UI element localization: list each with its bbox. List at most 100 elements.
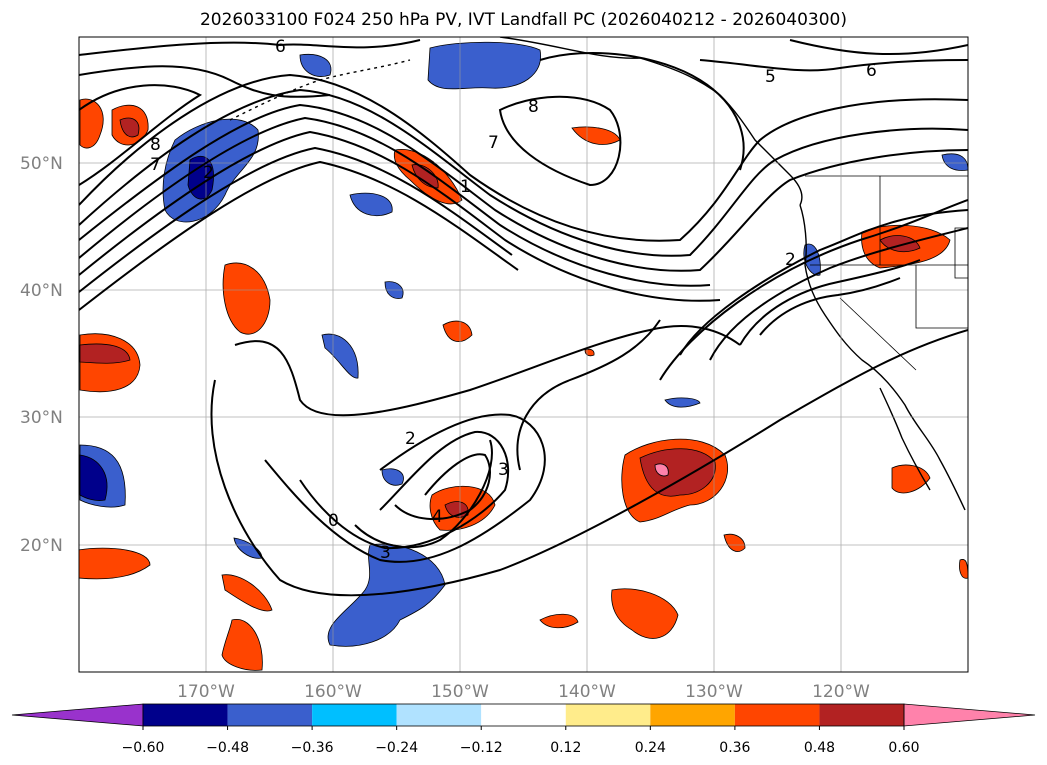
blob-orange bbox=[222, 262, 271, 335]
colorbar-tick-label: −0.24 bbox=[375, 740, 418, 756]
blob-orange bbox=[539, 613, 579, 629]
colorbar-tick-label: 0.36 bbox=[719, 740, 750, 756]
contour-line bbox=[79, 146, 513, 293]
colorbar-segment bbox=[481, 704, 566, 726]
lon-label-140w: 140°W bbox=[558, 682, 616, 702]
coastline-baja bbox=[879, 387, 931, 491]
contour-line bbox=[516, 319, 661, 471]
contour-line bbox=[354, 439, 493, 549]
colorbar-segment bbox=[565, 704, 651, 726]
contour-label: 0 bbox=[328, 511, 339, 531]
contour-line bbox=[79, 160, 519, 311]
lat-label-20: 20°N bbox=[20, 536, 63, 556]
blob-blue bbox=[233, 537, 263, 559]
borders bbox=[805, 175, 968, 371]
border-state-5 bbox=[954, 227, 968, 279]
colorbar-tick-label: 0.12 bbox=[550, 740, 581, 756]
colorbar-tick-label: −0.36 bbox=[291, 740, 334, 756]
lon-label-120w: 120°W bbox=[812, 682, 870, 702]
contour-line bbox=[739, 259, 921, 346]
lon-label-160w: 160°W bbox=[304, 682, 362, 702]
contour-line bbox=[498, 95, 622, 187]
contour-line bbox=[659, 199, 968, 381]
colorbar bbox=[11, 703, 1036, 727]
contour-label: 3 bbox=[498, 460, 509, 480]
blob-red bbox=[119, 117, 140, 138]
shaded-anomalies bbox=[79, 41, 968, 671]
coastlines bbox=[229, 37, 966, 511]
contour-line bbox=[789, 39, 968, 56]
colorbar-segment bbox=[396, 704, 482, 726]
colorbar-segment bbox=[734, 704, 820, 726]
contour-labels: 6 8 7 2 8 7 1 5 6 2 2 3 4 0 3 bbox=[150, 37, 877, 563]
colorbar-segment bbox=[819, 704, 904, 726]
colorbar-tick-label: 0.60 bbox=[888, 740, 919, 756]
lat-label-40: 40°N bbox=[20, 281, 63, 301]
blob-orange bbox=[723, 533, 746, 552]
coastline-westcoast bbox=[799, 204, 966, 511]
contour-label: 2 bbox=[203, 163, 214, 183]
border-state-3 bbox=[915, 265, 968, 329]
lon-labels: 170°W 160°W 150°W 140°W 130°W 120°W bbox=[177, 682, 870, 702]
lon-label-130w: 130°W bbox=[685, 682, 743, 702]
contour-line bbox=[394, 453, 491, 521]
blob-orange bbox=[79, 547, 151, 580]
coastline-alaska bbox=[499, 37, 803, 206]
map-frame bbox=[78, 36, 969, 673]
blob-pink bbox=[654, 463, 669, 477]
blob-orange bbox=[442, 320, 473, 342]
contour-label: 1 bbox=[460, 177, 471, 197]
lon-label-170w: 170°W bbox=[177, 682, 235, 702]
contour-line bbox=[79, 116, 711, 287]
contour-line bbox=[79, 73, 968, 242]
colorbar-segment bbox=[227, 704, 313, 726]
blob-orange bbox=[221, 619, 263, 671]
contour-line bbox=[299, 430, 510, 550]
contour-line bbox=[264, 413, 546, 563]
contour-line bbox=[709, 227, 968, 361]
contour-line bbox=[539, 52, 745, 171]
blob-orange bbox=[891, 464, 931, 494]
contour-label: 7 bbox=[150, 155, 161, 175]
lat-label-30: 30°N bbox=[20, 408, 63, 428]
contour-label: 7 bbox=[488, 133, 499, 153]
colorbar-extend-min bbox=[11, 703, 144, 727]
contour-line bbox=[79, 65, 331, 98]
blob-orange bbox=[584, 348, 595, 357]
contour-label: 5 bbox=[765, 67, 776, 87]
colorbar-segment bbox=[312, 704, 397, 726]
contour-label: 6 bbox=[275, 37, 286, 57]
contour-label: 2 bbox=[785, 250, 796, 270]
contour-label: 8 bbox=[528, 97, 539, 117]
contour-line bbox=[79, 103, 968, 272]
blob-blue bbox=[664, 397, 701, 408]
contour-label: 3 bbox=[380, 543, 391, 563]
border-state-4 bbox=[839, 297, 917, 371]
blob-blue bbox=[941, 153, 968, 171]
contour-line bbox=[210, 329, 968, 597]
lat-label-50: 50°N bbox=[20, 154, 63, 174]
blob-blue bbox=[349, 192, 393, 216]
blob-blue bbox=[427, 41, 542, 90]
blob-navy bbox=[79, 454, 108, 501]
colorbar-frame bbox=[142, 703, 905, 727]
map-area: 6 8 7 2 8 7 1 5 6 2 2 3 4 0 3 bbox=[79, 37, 968, 672]
contour-line bbox=[79, 130, 721, 302]
blob-red bbox=[639, 448, 716, 497]
contour-label: 4 bbox=[432, 507, 443, 527]
contour-line bbox=[679, 209, 968, 356]
colorbar-extend-max bbox=[903, 703, 1036, 727]
contour-line bbox=[234, 324, 741, 417]
blob-blue bbox=[381, 468, 404, 486]
contour-line bbox=[79, 88, 968, 257]
contour-line bbox=[759, 277, 901, 336]
pv-contours bbox=[79, 39, 968, 597]
lat-labels: 50°N 40°N 30°N 20°N bbox=[20, 154, 63, 556]
blob-orange bbox=[571, 126, 621, 145]
blob-orange bbox=[959, 559, 968, 579]
colorbar-ticks: −0.60 −0.48 −0.36 −0.24 −0.12 0.12 0.24 0.36 0.4… bbox=[122, 726, 920, 756]
blob-orange bbox=[611, 588, 679, 639]
colorbar-tick-label: 0.24 bbox=[635, 740, 666, 756]
contour-line bbox=[699, 59, 968, 72]
